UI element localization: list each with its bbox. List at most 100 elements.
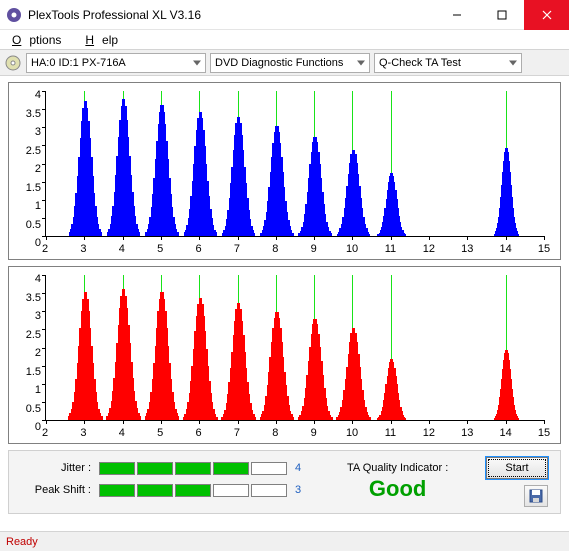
close-button[interactable]	[524, 0, 569, 30]
x-label: 13	[461, 243, 473, 255]
toolbar: HA:0 ID:1 PX-716A DVD Diagnostic Functio…	[0, 50, 569, 76]
x-label: 5	[157, 243, 163, 255]
x-label: 11	[385, 427, 396, 439]
drive-select[interactable]: HA:0 ID:1 PX-716A	[26, 53, 206, 73]
bar	[368, 234, 370, 236]
bar	[216, 417, 218, 420]
segment	[175, 484, 211, 497]
x-label: 10	[346, 427, 358, 439]
y-label: 3	[13, 310, 41, 322]
y-label: 2.5	[13, 329, 41, 341]
bar	[330, 417, 332, 420]
bar	[138, 232, 140, 236]
x-label: 12	[423, 243, 435, 255]
bar	[177, 416, 179, 420]
bar	[369, 417, 371, 420]
segment	[137, 462, 173, 475]
x-label: 9	[311, 243, 317, 255]
y-label: 1.5	[13, 182, 41, 194]
results-panel: Jitter : 4 Peak Shift : 3 TA Quality Ind…	[8, 450, 561, 514]
peakshift-row: Peak Shift : 3	[21, 482, 331, 498]
y-label: 3.5	[13, 292, 41, 304]
segment	[213, 484, 249, 497]
maximize-button[interactable]	[479, 0, 524, 30]
y-label: 0	[13, 421, 41, 433]
statusbar: Ready	[0, 531, 569, 551]
segment	[99, 484, 135, 497]
ta-value: Good	[347, 476, 448, 502]
minimize-button[interactable]	[434, 0, 479, 30]
peakshift-score: 3	[295, 484, 301, 496]
bar	[253, 233, 255, 236]
x-label: 13	[461, 427, 473, 439]
segment	[99, 462, 135, 475]
bar	[518, 418, 520, 420]
x-label: 2	[42, 427, 48, 439]
y-label: 3	[13, 126, 41, 138]
app-icon	[6, 7, 22, 23]
x-label: 7	[234, 243, 240, 255]
chart-bottom-plot	[45, 275, 544, 421]
x-label: 10	[346, 243, 358, 255]
bar	[292, 417, 294, 420]
y-label: 4	[13, 273, 41, 285]
x-label: 2	[42, 243, 48, 255]
x-label: 9	[311, 427, 317, 439]
y-label: 1	[13, 200, 41, 212]
jitter-label: Jitter :	[21, 462, 91, 474]
start-button[interactable]: Start	[486, 457, 548, 479]
bar	[404, 234, 406, 236]
y-label: 0	[13, 237, 41, 249]
x-label: 15	[538, 243, 550, 255]
button-column: Start	[486, 457, 548, 507]
bar	[405, 418, 407, 420]
ta-indicator: TA Quality Indicator : Good	[347, 462, 448, 502]
jitter-score: 4	[295, 462, 301, 474]
bar	[100, 232, 102, 236]
peakshift-segments	[99, 484, 287, 497]
bar	[254, 417, 256, 420]
bar	[101, 416, 103, 420]
menu-help[interactable]: Help	[77, 31, 134, 49]
bars	[46, 91, 544, 236]
x-label: 5	[157, 427, 163, 439]
disc-icon	[4, 54, 22, 72]
save-button[interactable]	[524, 485, 548, 507]
x-label: 8	[272, 243, 278, 255]
menubar: Options Help	[0, 30, 569, 50]
chart-top: 00.511.522.533.5423456789101112131415	[8, 82, 561, 260]
bar	[215, 232, 217, 236]
segment	[251, 462, 287, 475]
status-text: Ready	[6, 536, 38, 548]
peakshift-label: Peak Shift :	[21, 484, 91, 496]
chart-top-plot	[45, 91, 544, 237]
y-label: 2	[13, 163, 41, 175]
y-label: 4	[13, 89, 41, 101]
function-select[interactable]: DVD Diagnostic Functions	[210, 53, 370, 73]
menu-options[interactable]: Options	[4, 31, 77, 49]
x-label: 6	[195, 427, 201, 439]
segment	[213, 462, 249, 475]
segment	[137, 484, 173, 497]
bar	[330, 233, 332, 236]
y-label: 2	[13, 347, 41, 359]
y-label: 2.5	[13, 145, 41, 157]
segment	[175, 462, 211, 475]
y-label: 0.5	[13, 219, 41, 231]
x-label: 14	[499, 243, 511, 255]
x-label: 15	[538, 427, 550, 439]
chart-bottom: 00.511.522.533.5423456789101112131415	[8, 266, 561, 444]
x-label: 14	[499, 427, 511, 439]
y-label: 3.5	[13, 108, 41, 120]
x-label: 3	[80, 427, 86, 439]
content-area: 00.511.522.533.5423456789101112131415 00…	[0, 76, 569, 514]
bar	[292, 233, 294, 236]
bar	[517, 234, 519, 236]
x-label: 7	[234, 427, 240, 439]
segment	[251, 484, 287, 497]
jitter-segments	[99, 462, 287, 475]
x-label: 11	[385, 243, 396, 255]
y-label: 1.5	[13, 366, 41, 378]
titlebar: PlexTools Professional XL V3.16	[0, 0, 569, 30]
test-select[interactable]: Q-Check TA Test	[374, 53, 522, 73]
